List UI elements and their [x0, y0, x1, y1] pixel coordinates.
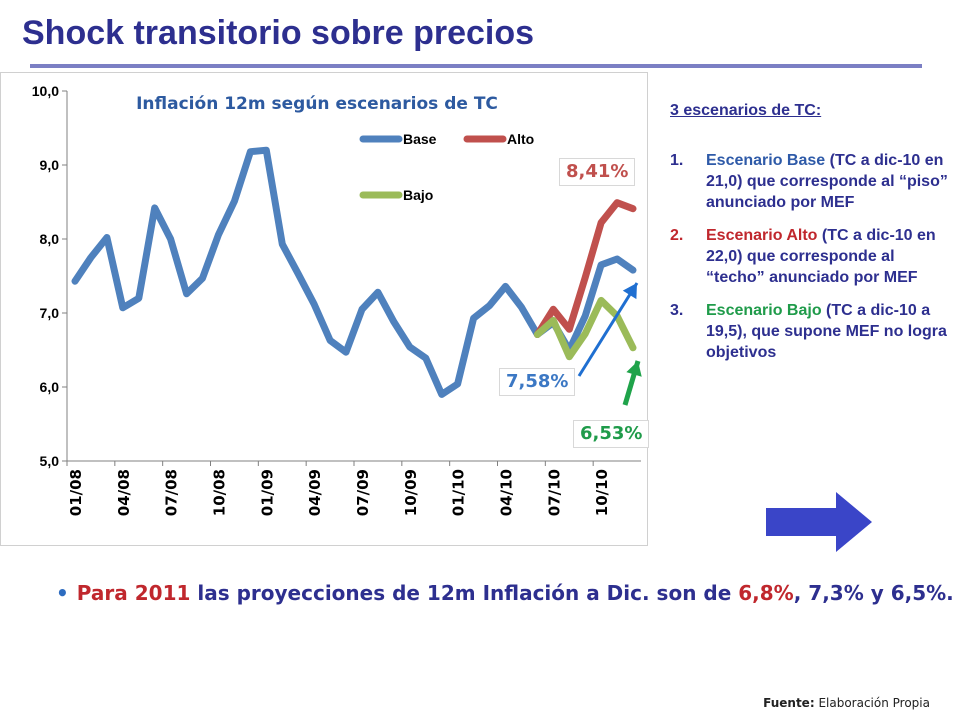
x-tick-label: 07/10: [545, 469, 563, 516]
arrow-right-icon: [766, 492, 872, 552]
annotation-base: 7,58%: [499, 368, 576, 396]
scenario-name-base: Escenario Base: [706, 152, 826, 169]
bullet-year: Para 2011: [76, 581, 191, 605]
arrow-base-icon: [577, 282, 639, 377]
scenario-desc-bajo: (TC a dic-10 a 19,5), que supone MEF no …: [706, 302, 947, 361]
slide-title: Shock transitorio sobre precios: [22, 14, 535, 52]
annotation-alto: 8,41%: [559, 158, 636, 186]
x-tick-label: 07/08: [163, 469, 181, 516]
y-tick-label: 9,0: [40, 157, 60, 173]
y-tick-label: 8,0: [40, 231, 60, 247]
title-underline: [30, 64, 922, 68]
scenario-item-bajo: 3. Escenario Bajo (TC a dic-10 a 19,5), …: [670, 300, 954, 363]
scenario-number: 3.: [670, 302, 684, 319]
x-tick-label: 10/09: [402, 469, 420, 516]
series-line-alto: [533, 199, 637, 338]
scenario-item-base: 1. Escenario Base (TC a dic-10 en 21,0) …: [670, 150, 954, 213]
bullet-text: las proyecciones de 12m Inflación a Dic.…: [190, 581, 739, 605]
bullet-value-base: 6,8%: [738, 581, 794, 605]
bullet-icon: •: [56, 581, 69, 605]
x-tick-label: 01/10: [450, 469, 468, 516]
x-tick-label: 07/09: [354, 469, 372, 516]
legend-label-base: Base: [403, 131, 437, 147]
chart-svg: 5,0 6,0 7,0 8,0 9,0 10,0 01/08 04/08 07/08 10/08 0…: [32, 83, 642, 516]
x-tick-label: 10/10: [593, 469, 611, 516]
y-tick-label: 6,0: [40, 379, 60, 395]
y-tick-label: 7,0: [40, 305, 60, 321]
x-tick-label: 01/09: [258, 469, 276, 516]
y-tick-label: 5,0: [40, 453, 60, 469]
source-label: Fuente:: [763, 696, 815, 710]
x-tick-label: 04/08: [115, 469, 133, 516]
scenarios-title: 3 escenarios de TC:: [670, 102, 822, 119]
scenario-item-alto: 2. Escenario Alto (TC a dic-10 en 22,0) …: [670, 225, 954, 288]
y-tick-label: 10,0: [32, 83, 59, 99]
arrow-bajo-icon: [622, 360, 642, 406]
legend-label-alto: Alto: [507, 131, 534, 147]
inflation-chart: 5,0 6,0 7,0 8,0 9,0 10,0 01/08 04/08 07/08 10/08 0…: [0, 72, 648, 546]
x-tick-label: 04/09: [306, 469, 324, 516]
annotation-bajo: 6,53%: [573, 420, 650, 448]
scenario-desc-base: (TC a dic-10 en 21,0) que corresponde al…: [706, 152, 948, 211]
legend-label-bajo: Bajo: [403, 187, 433, 203]
projection-bullet: • Para 2011 las proyecciones de 12m Infla…: [56, 581, 954, 605]
series-line-base: [71, 146, 637, 398]
scenario-name-bajo: Escenario Bajo: [706, 302, 822, 319]
x-tick-label: 04/10: [497, 469, 515, 516]
scenario-desc-alto: (TC a dic-10 en 22,0) que corresponde al…: [706, 227, 936, 286]
scenario-number: 1.: [670, 152, 684, 169]
x-tick-label: 10/08: [210, 469, 228, 516]
x-tick-label: 01/08: [67, 469, 85, 516]
scenario-number: 2.: [670, 227, 684, 244]
scenarios-list: 1. Escenario Base (TC a dic-10 en 21,0) …: [670, 150, 954, 375]
chart-title: Inflación 12m según escenarios de TC: [136, 94, 498, 114]
bullet-values-rest: , 7,3% y 6,5%.: [793, 581, 954, 605]
scenario-name-alto: Escenario Alto: [706, 227, 818, 244]
source-note: Fuente: Elaboración Propia: [763, 696, 930, 710]
source-text: Elaboración Propia: [814, 696, 930, 710]
